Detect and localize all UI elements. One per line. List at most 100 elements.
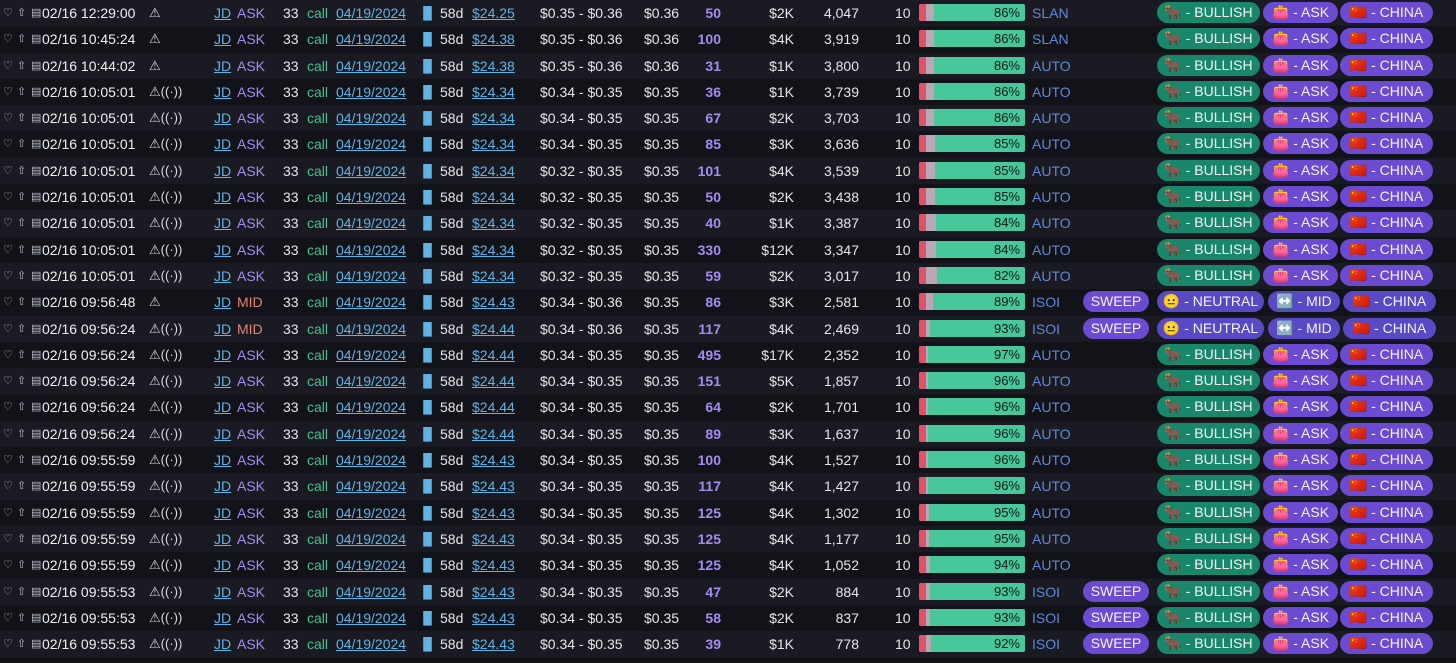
share-icon[interactable]: ⇧ [17,506,27,519]
details-icon[interactable]: ▤ [31,33,42,46]
chart-bars-icon[interactable]: ▐▌ [419,242,437,257]
share-icon[interactable]: ⇧ [17,164,27,177]
details-icon[interactable]: ▤ [31,532,42,545]
spot-price-link[interactable]: $24.43 [472,609,515,626]
favorite-icon[interactable]: ♡ [3,269,13,282]
expiry-link[interactable]: 04/19/2024 [336,504,407,521]
chart-bars-icon[interactable]: ▐▌ [419,400,437,415]
spot-price-link[interactable]: $24.43 [472,452,515,469]
side-tag[interactable]: 👛 - ASK [1263,343,1338,365]
spot-price-link[interactable]: $24.34 [472,189,515,206]
expiry-link[interactable]: 04/19/2024 [336,57,407,74]
details-icon[interactable]: ▤ [31,454,42,467]
expiry-link[interactable]: 04/19/2024 [336,583,407,600]
ticker-link[interactable]: JD [214,5,232,21]
favorite-icon[interactable]: ♡ [3,506,13,519]
spot-price-link[interactable]: $24.34 [472,267,515,284]
sweep-badge[interactable]: SWEEP [1083,291,1149,313]
expiry-link[interactable]: 04/19/2024 [336,241,407,258]
share-icon[interactable]: ⇧ [17,454,27,467]
expiry-link[interactable]: 04/19/2024 [336,83,407,100]
side-tag[interactable]: 👛 - ASK [1263,370,1338,392]
ticker-link[interactable]: JD [214,583,232,600]
favorite-icon[interactable]: ♡ [3,585,13,598]
ticker-link[interactable]: JD [214,267,232,284]
sentiment-tag[interactable]: 🐂 - BULLISH [1157,2,1260,23]
chart-bars-icon[interactable]: ▐▌ [419,295,437,310]
ticker-link[interactable]: JD [214,609,232,626]
favorite-icon[interactable]: ♡ [3,296,13,309]
share-icon[interactable]: ⇧ [17,296,27,309]
expiry-link[interactable]: 04/19/2024 [336,162,407,179]
chart-bars-icon[interactable]: ▐▌ [419,137,437,152]
sector-tag[interactable]: 🇨🇳 - CHINA [1340,554,1433,576]
favorite-icon[interactable]: ♡ [3,164,13,177]
spot-price-link[interactable]: $24.25 [472,5,515,21]
chart-bars-icon[interactable]: ▐▌ [419,58,437,73]
chart-bars-icon[interactable]: ▐▌ [419,6,437,20]
sector-tag[interactable]: 🇨🇳 - CHINA [1340,449,1433,471]
side-tag[interactable]: 👛 - ASK [1263,554,1338,576]
share-icon[interactable]: ⇧ [17,217,27,230]
details-icon[interactable]: ▤ [31,138,42,151]
spot-price-link[interactable]: $24.43 [472,294,515,311]
sweep-badge[interactable]: SWEEP [1083,633,1149,655]
sector-tag[interactable]: 🇨🇳 - CHINA [1340,422,1433,444]
share-icon[interactable]: ⇧ [17,243,27,256]
spot-price-link[interactable]: $24.44 [472,399,515,416]
spot-price-link[interactable]: $24.34 [472,162,515,179]
chart-bars-icon[interactable]: ▐▌ [419,426,437,441]
details-icon[interactable]: ▤ [31,611,42,624]
sector-tag[interactable]: 🇨🇳 - CHINA [1340,343,1433,365]
spot-price-link[interactable]: $24.34 [472,215,515,232]
side-tag[interactable]: ↔️ - MID [1268,317,1340,339]
chart-bars-icon[interactable]: ▐▌ [419,558,437,573]
favorite-icon[interactable]: ♡ [3,559,13,572]
share-icon[interactable]: ⇧ [17,112,27,125]
sweep-badge[interactable]: SWEEP [1083,580,1149,602]
sentiment-tag[interactable]: 🐂 - BULLISH [1157,527,1260,549]
sentiment-tag[interactable]: 🐂 - BULLISH [1157,370,1260,392]
share-icon[interactable]: ⇧ [17,611,27,624]
side-tag[interactable]: 👛 - ASK [1263,238,1338,260]
share-icon[interactable]: ⇧ [17,59,27,72]
ticker-link[interactable]: JD [214,346,232,363]
ticker-link[interactable]: JD [214,636,232,653]
spot-price-link[interactable]: $24.43 [472,583,515,600]
details-icon[interactable]: ▤ [31,427,42,440]
sentiment-tag[interactable]: 🐂 - BULLISH [1157,80,1260,102]
sentiment-tag[interactable]: 🐂 - BULLISH [1157,422,1260,444]
ticker-link[interactable]: JD [214,241,232,258]
chart-bars-icon[interactable]: ▐▌ [419,453,437,468]
side-tag[interactable]: 👛 - ASK [1263,264,1338,286]
sector-tag[interactable]: 🇨🇳 - CHINA [1340,159,1433,181]
share-icon[interactable]: ⇧ [17,322,27,335]
side-tag[interactable]: 👛 - ASK [1263,527,1338,549]
details-icon[interactable]: ▤ [31,296,42,309]
side-tag[interactable]: 👛 - ASK [1263,606,1338,628]
ticker-link[interactable]: JD [214,373,232,390]
chart-bars-icon[interactable]: ▐▌ [419,610,437,625]
spot-price-link[interactable]: $24.34 [472,136,515,153]
side-tag[interactable]: 👛 - ASK [1263,422,1338,444]
ticker-link[interactable]: JD [214,215,232,232]
sentiment-tag[interactable]: 🐂 - BULLISH [1157,475,1260,497]
favorite-icon[interactable]: ♡ [3,427,13,440]
sector-tag[interactable]: 🇨🇳 - CHINA [1340,475,1433,497]
expiry-link[interactable]: 04/19/2024 [336,478,407,495]
details-icon[interactable]: ▤ [31,7,42,19]
expiry-link[interactable]: 04/19/2024 [336,346,407,363]
expiry-link[interactable]: 04/19/2024 [336,530,407,547]
sentiment-tag[interactable]: 🐂 - BULLISH [1157,28,1260,50]
side-tag[interactable]: 👛 - ASK [1263,107,1338,129]
sector-tag[interactable]: 🇨🇳 - CHINA [1340,212,1433,234]
sentiment-tag[interactable]: 🐂 - BULLISH [1157,396,1260,418]
share-icon[interactable]: ⇧ [17,191,27,204]
details-icon[interactable]: ▤ [31,559,42,572]
ticker-link[interactable]: JD [214,83,232,100]
spot-price-link[interactable]: $24.34 [472,83,515,100]
ticker-link[interactable]: JD [214,189,232,206]
sector-tag[interactable]: 🇨🇳 - CHINA [1340,186,1433,208]
expiry-link[interactable]: 04/19/2024 [336,557,407,574]
favorite-icon[interactable]: ♡ [3,638,13,651]
